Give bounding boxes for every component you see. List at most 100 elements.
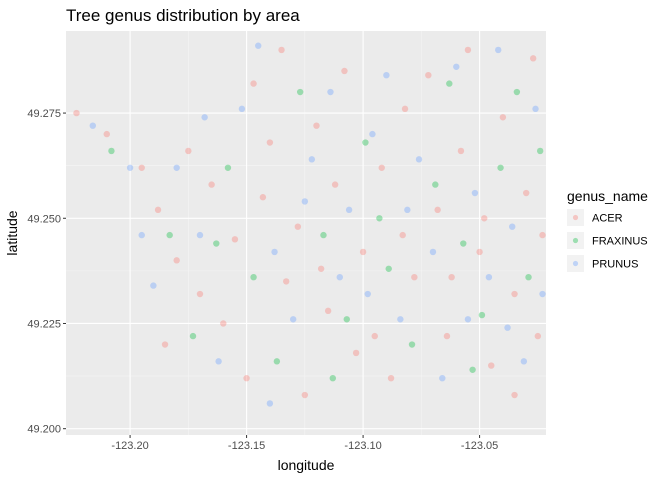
data-point — [250, 80, 257, 87]
data-point — [525, 273, 532, 281]
data-point — [213, 240, 220, 247]
legend-label-acer: ACER — [592, 213, 623, 225]
data-point — [301, 198, 309, 205]
data-point — [478, 311, 486, 319]
data-point — [161, 341, 169, 348]
data-point — [250, 273, 257, 281]
data-point — [266, 139, 274, 146]
data-point — [499, 114, 507, 121]
legend: ACER FRAXINUS PRUNUS — [567, 209, 648, 272]
data-point — [327, 88, 334, 96]
data-point — [385, 265, 392, 272]
data-point — [89, 122, 96, 129]
data-point — [513, 88, 521, 96]
data-point — [425, 71, 432, 79]
data-point — [511, 290, 518, 298]
data-point — [453, 63, 460, 70]
data-point — [103, 130, 110, 138]
data-point — [481, 215, 488, 222]
data-point — [201, 114, 208, 121]
minor-gridlines — [66, 31, 546, 435]
series-acer — [73, 46, 546, 399]
data-point — [166, 231, 173, 239]
x-tick-label: -123.15 — [228, 440, 265, 452]
x-axis-title: longitude — [278, 457, 335, 473]
data-point — [439, 374, 446, 382]
data-point — [434, 206, 441, 214]
data-point — [362, 139, 369, 146]
data-point — [520, 358, 528, 365]
data-point — [497, 164, 504, 171]
data-point — [296, 88, 304, 96]
data-point — [387, 374, 395, 382]
legend-key-box — [567, 209, 584, 226]
series-prunus — [89, 42, 546, 407]
data-point — [485, 273, 493, 281]
data-point — [154, 206, 162, 214]
data-point — [457, 147, 465, 155]
data-point — [320, 231, 327, 239]
x-tick-label: -123.20 — [111, 440, 148, 452]
data-point — [401, 105, 409, 113]
series-fraxinus — [108, 80, 544, 382]
data-point — [208, 181, 215, 188]
data-point — [464, 46, 472, 54]
data-point — [369, 130, 376, 138]
data-point — [301, 391, 309, 399]
major-gridlines — [66, 31, 546, 435]
data-points — [73, 42, 546, 407]
data-point — [383, 71, 390, 79]
data-point — [259, 194, 267, 201]
x-tick-label: -123.05 — [461, 440, 498, 452]
data-point — [273, 358, 281, 365]
data-point — [488, 362, 495, 369]
data-point — [464, 316, 472, 323]
data-point — [446, 80, 453, 87]
data-point — [504, 324, 511, 331]
legend-key-box — [567, 255, 584, 272]
data-point — [224, 164, 232, 171]
data-point — [532, 105, 539, 113]
plot-panel — [66, 31, 546, 435]
data-point — [231, 236, 239, 243]
data-point — [469, 366, 476, 373]
data-point — [343, 316, 350, 323]
data-point — [536, 147, 544, 155]
data-point — [308, 156, 316, 163]
legend-label-fraxinus: FRAXINUS — [592, 236, 648, 248]
data-point — [329, 374, 336, 382]
data-point — [243, 374, 250, 382]
legend-key-box — [567, 232, 584, 249]
data-point — [511, 391, 518, 399]
y-tick-label: 49.200 — [27, 424, 61, 436]
data-point — [411, 273, 418, 281]
x-axis-ticks: -123.20 -123.15 -123.10 -123.05 — [111, 435, 498, 452]
data-point — [126, 164, 134, 171]
data-point — [522, 189, 530, 197]
data-point — [255, 42, 262, 49]
data-point — [324, 307, 332, 315]
data-point — [173, 257, 180, 264]
data-point — [443, 332, 451, 340]
data-point — [341, 67, 348, 75]
data-point — [271, 248, 278, 256]
data-point — [108, 147, 115, 155]
data-point — [415, 156, 423, 163]
data-point — [397, 316, 404, 323]
y-tick-label: 49.275 — [27, 108, 61, 120]
data-point — [215, 358, 222, 365]
legend-key-point — [572, 260, 579, 267]
data-point — [73, 109, 80, 117]
data-point — [189, 332, 197, 340]
data-point — [138, 164, 145, 171]
data-point — [278, 46, 285, 54]
data-point — [331, 181, 339, 188]
data-point — [196, 290, 204, 298]
y-axis-title: latitude — [4, 210, 20, 255]
data-point — [429, 248, 437, 256]
data-point — [371, 332, 378, 340]
data-point — [196, 231, 204, 239]
data-point — [313, 122, 320, 129]
legend-key-point — [572, 237, 579, 244]
